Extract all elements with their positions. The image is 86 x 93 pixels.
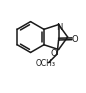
Text: N: N [56, 23, 62, 32]
Text: O: O [71, 35, 78, 44]
Text: OCH₃: OCH₃ [36, 59, 56, 68]
Text: O: O [51, 49, 58, 58]
